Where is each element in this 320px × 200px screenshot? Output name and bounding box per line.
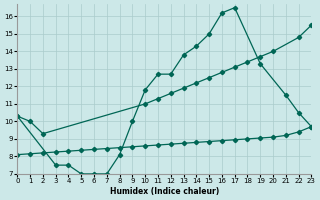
X-axis label: Humidex (Indice chaleur): Humidex (Indice chaleur) (110, 187, 219, 196)
